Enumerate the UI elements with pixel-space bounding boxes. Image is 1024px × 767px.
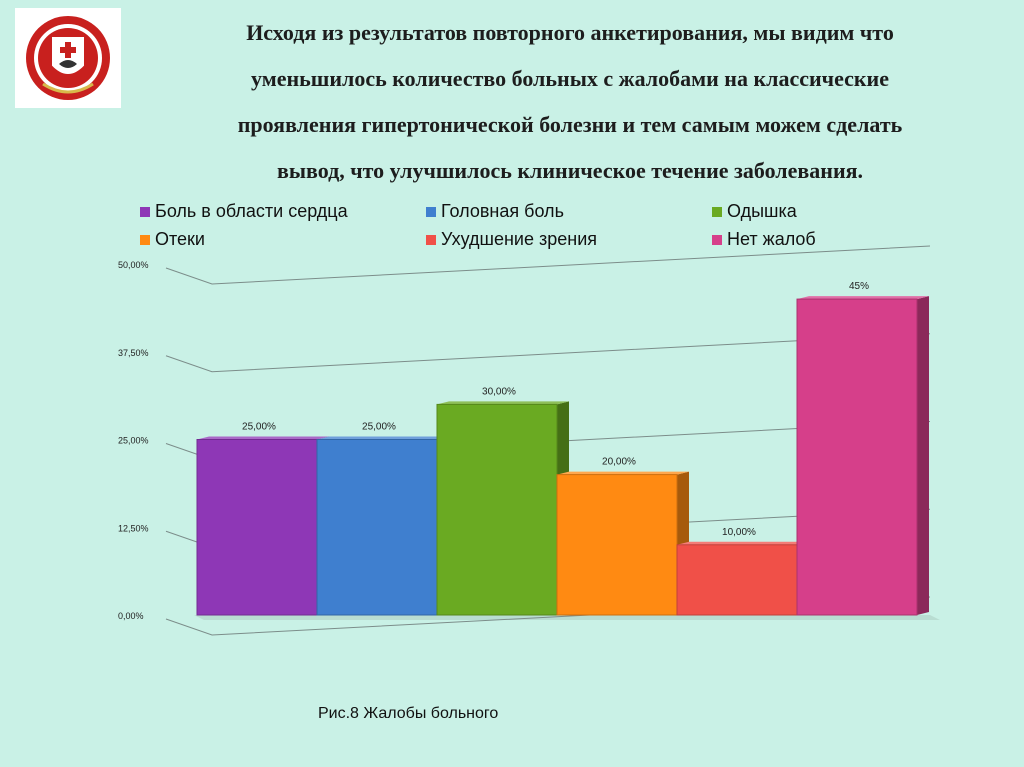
slide-heading: Исходя из результатов повторного анкетир… [140,10,1000,194]
legend-label: Одышка [727,201,798,221]
bar-top [677,541,809,545]
bar-top [797,296,929,300]
legend-label: Нет жалоб [727,229,816,249]
y-tick-label: 37,50% [118,348,149,358]
bar [797,299,917,615]
heading-line-4: вывод, что улучшилось клиническое течени… [276,158,864,183]
data-label: 25,00% [362,422,396,433]
bar [317,439,437,615]
data-label: 30,00% [482,386,516,397]
legend-swatch [426,207,436,217]
bar [197,439,317,615]
legend-swatch [712,235,722,245]
bar-top [317,436,449,440]
y-tick-label: 12,50% [118,523,149,533]
bar-side [917,296,929,615]
y-tick-label: 0,00% [118,611,144,621]
heading-line-3: проявления гипертонической болезни и тем… [237,112,903,137]
legend-label: Боль в области сердца [155,201,349,221]
data-label: 10,00% [722,527,756,538]
bar-outline [796,298,918,616]
legend-label: Головная боль [441,201,564,221]
logo-box [15,8,121,108]
data-label: 20,00% [602,457,636,468]
legend-swatch [140,235,150,245]
gridline [165,333,931,373]
chart-floor [194,615,940,620]
university-emblem-icon [26,16,110,100]
y-tick-label: 25,00% [118,436,149,446]
bar [677,544,797,615]
legend-label: Отеки [155,229,205,249]
legend-swatch [140,207,150,217]
legend-swatch [712,207,722,217]
bar [437,404,557,615]
legend-label: Ухудшение зрения [441,229,597,249]
heading-line-2: уменьшилось количество больных с жалобам… [251,66,889,91]
bar-top [437,401,569,405]
y-tick-label: 50,00% [118,260,149,270]
legend-swatch [426,235,436,245]
data-label: 25,00% [242,422,276,433]
gridline [165,245,931,285]
heading-line-1: Исходя из результатов повторного анкетир… [246,20,894,45]
figure-caption: Рис.8 Жалобы больного [318,705,499,722]
bar-top [557,471,689,475]
bar [557,474,677,615]
data-label: 45% [849,281,869,292]
bar-top [197,436,329,440]
